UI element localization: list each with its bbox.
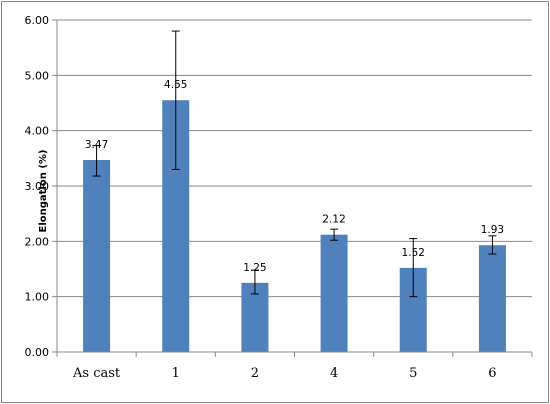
x-tick-label: As cast	[72, 366, 121, 381]
gridlines	[57, 19, 532, 298]
bars	[83, 100, 506, 352]
x-tick-label: 1	[172, 366, 180, 381]
data-label: 3.47	[85, 139, 108, 151]
y-tick-label: 0.00	[25, 346, 50, 359]
y-tick-label: 1.00	[25, 291, 50, 304]
y-tick-label: 2.00	[25, 235, 50, 248]
y-tick-label: 4.00	[25, 125, 50, 138]
x-tick-label: 2	[251, 366, 259, 381]
y-axis-label: Elongation (%)	[38, 150, 49, 233]
bar-6	[478, 245, 506, 352]
y-axis-ticks: 0.00 1.00 2.00 3.00 4.00 5.00 6.00	[25, 14, 57, 359]
data-label: 1.25	[243, 262, 266, 274]
data-label: 1.52	[402, 247, 425, 259]
data-label: 1.93	[481, 224, 504, 236]
y-tick-label: 5.00	[25, 69, 50, 82]
y-tick-label: 6.00	[25, 14, 50, 27]
data-label: 2.12	[322, 214, 345, 226]
x-tick-label: 5	[409, 366, 417, 381]
bar-4	[320, 234, 348, 352]
bar-as-cast	[83, 159, 111, 352]
error-bars	[92, 30, 497, 298]
x-tick-label: 4	[330, 366, 338, 381]
y-tick-label: 3.00	[25, 180, 50, 193]
data-label: 4.55	[164, 79, 187, 91]
x-tick-label: 6	[488, 366, 496, 381]
data-labels: 3.47 4.55 1.25 2.12 1.52 1.93	[85, 79, 504, 274]
x-axis-ticks: As cast 1 2 4 5 6	[56, 352, 533, 381]
